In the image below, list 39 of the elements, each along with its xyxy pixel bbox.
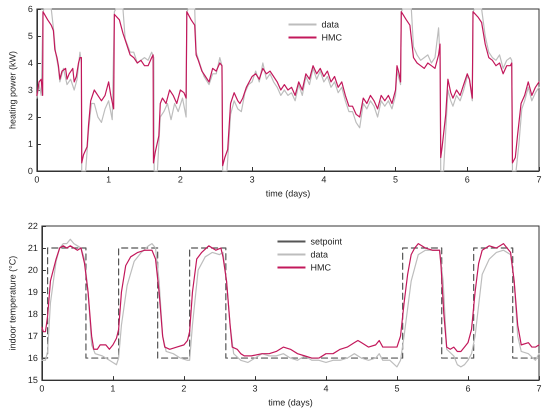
x-tick-label: 1 [106, 174, 112, 184]
y-tick-label: 20 [28, 265, 38, 276]
x-tick-label: 1 [110, 384, 116, 394]
y-tick-label: 6 [28, 4, 33, 14]
y-axis-title: indoor temperature (°C) [8, 256, 18, 350]
y-tick-label: 5 [28, 31, 33, 41]
y-tick-label: 19 [28, 287, 38, 298]
legend-label: HMC [322, 32, 342, 42]
x-tick-label: 2 [181, 384, 186, 394]
y-tick-label: 0 [28, 166, 33, 176]
y-tick-label: 17 [28, 331, 38, 342]
y-tick-label: 22 [28, 221, 38, 231]
x-tick-label: 5 [393, 174, 398, 184]
x-tick-label: 3 [250, 174, 255, 184]
y-tick-label: 1 [28, 139, 33, 149]
legend-label: data [322, 20, 340, 30]
x-axis-title: time (days) [266, 188, 310, 198]
legend-label: HMC [310, 262, 332, 272]
x-tick-label: 7 [536, 174, 542, 184]
x-tick-label: 3 [252, 384, 258, 394]
x-tick-label: 6 [464, 174, 470, 184]
x-axis-title: time (days) [268, 398, 313, 408]
x-tick-label: 0 [39, 384, 44, 394]
y-tick-label: 15 [28, 375, 38, 386]
x-tick-label: 5 [394, 384, 400, 394]
legend-label: setpoint [310, 236, 342, 246]
x-tick-label: 6 [465, 384, 470, 394]
x-tick-label: 4 [321, 174, 326, 184]
y-tick-label: 21 [28, 243, 38, 254]
y-tick-label: 18 [28, 309, 38, 320]
x-tick-label: 2 [178, 174, 183, 184]
y-tick-label: 16 [28, 353, 38, 364]
x-tick-label: 7 [536, 384, 542, 394]
legend-label: data [310, 250, 328, 260]
x-tick-label: 4 [323, 384, 328, 394]
y-tick-label: 3 [28, 85, 33, 95]
y-axis-title: heating power (kW) [8, 50, 18, 130]
y-tick-label: 2 [28, 112, 33, 122]
y-tick-label: 4 [28, 58, 33, 68]
